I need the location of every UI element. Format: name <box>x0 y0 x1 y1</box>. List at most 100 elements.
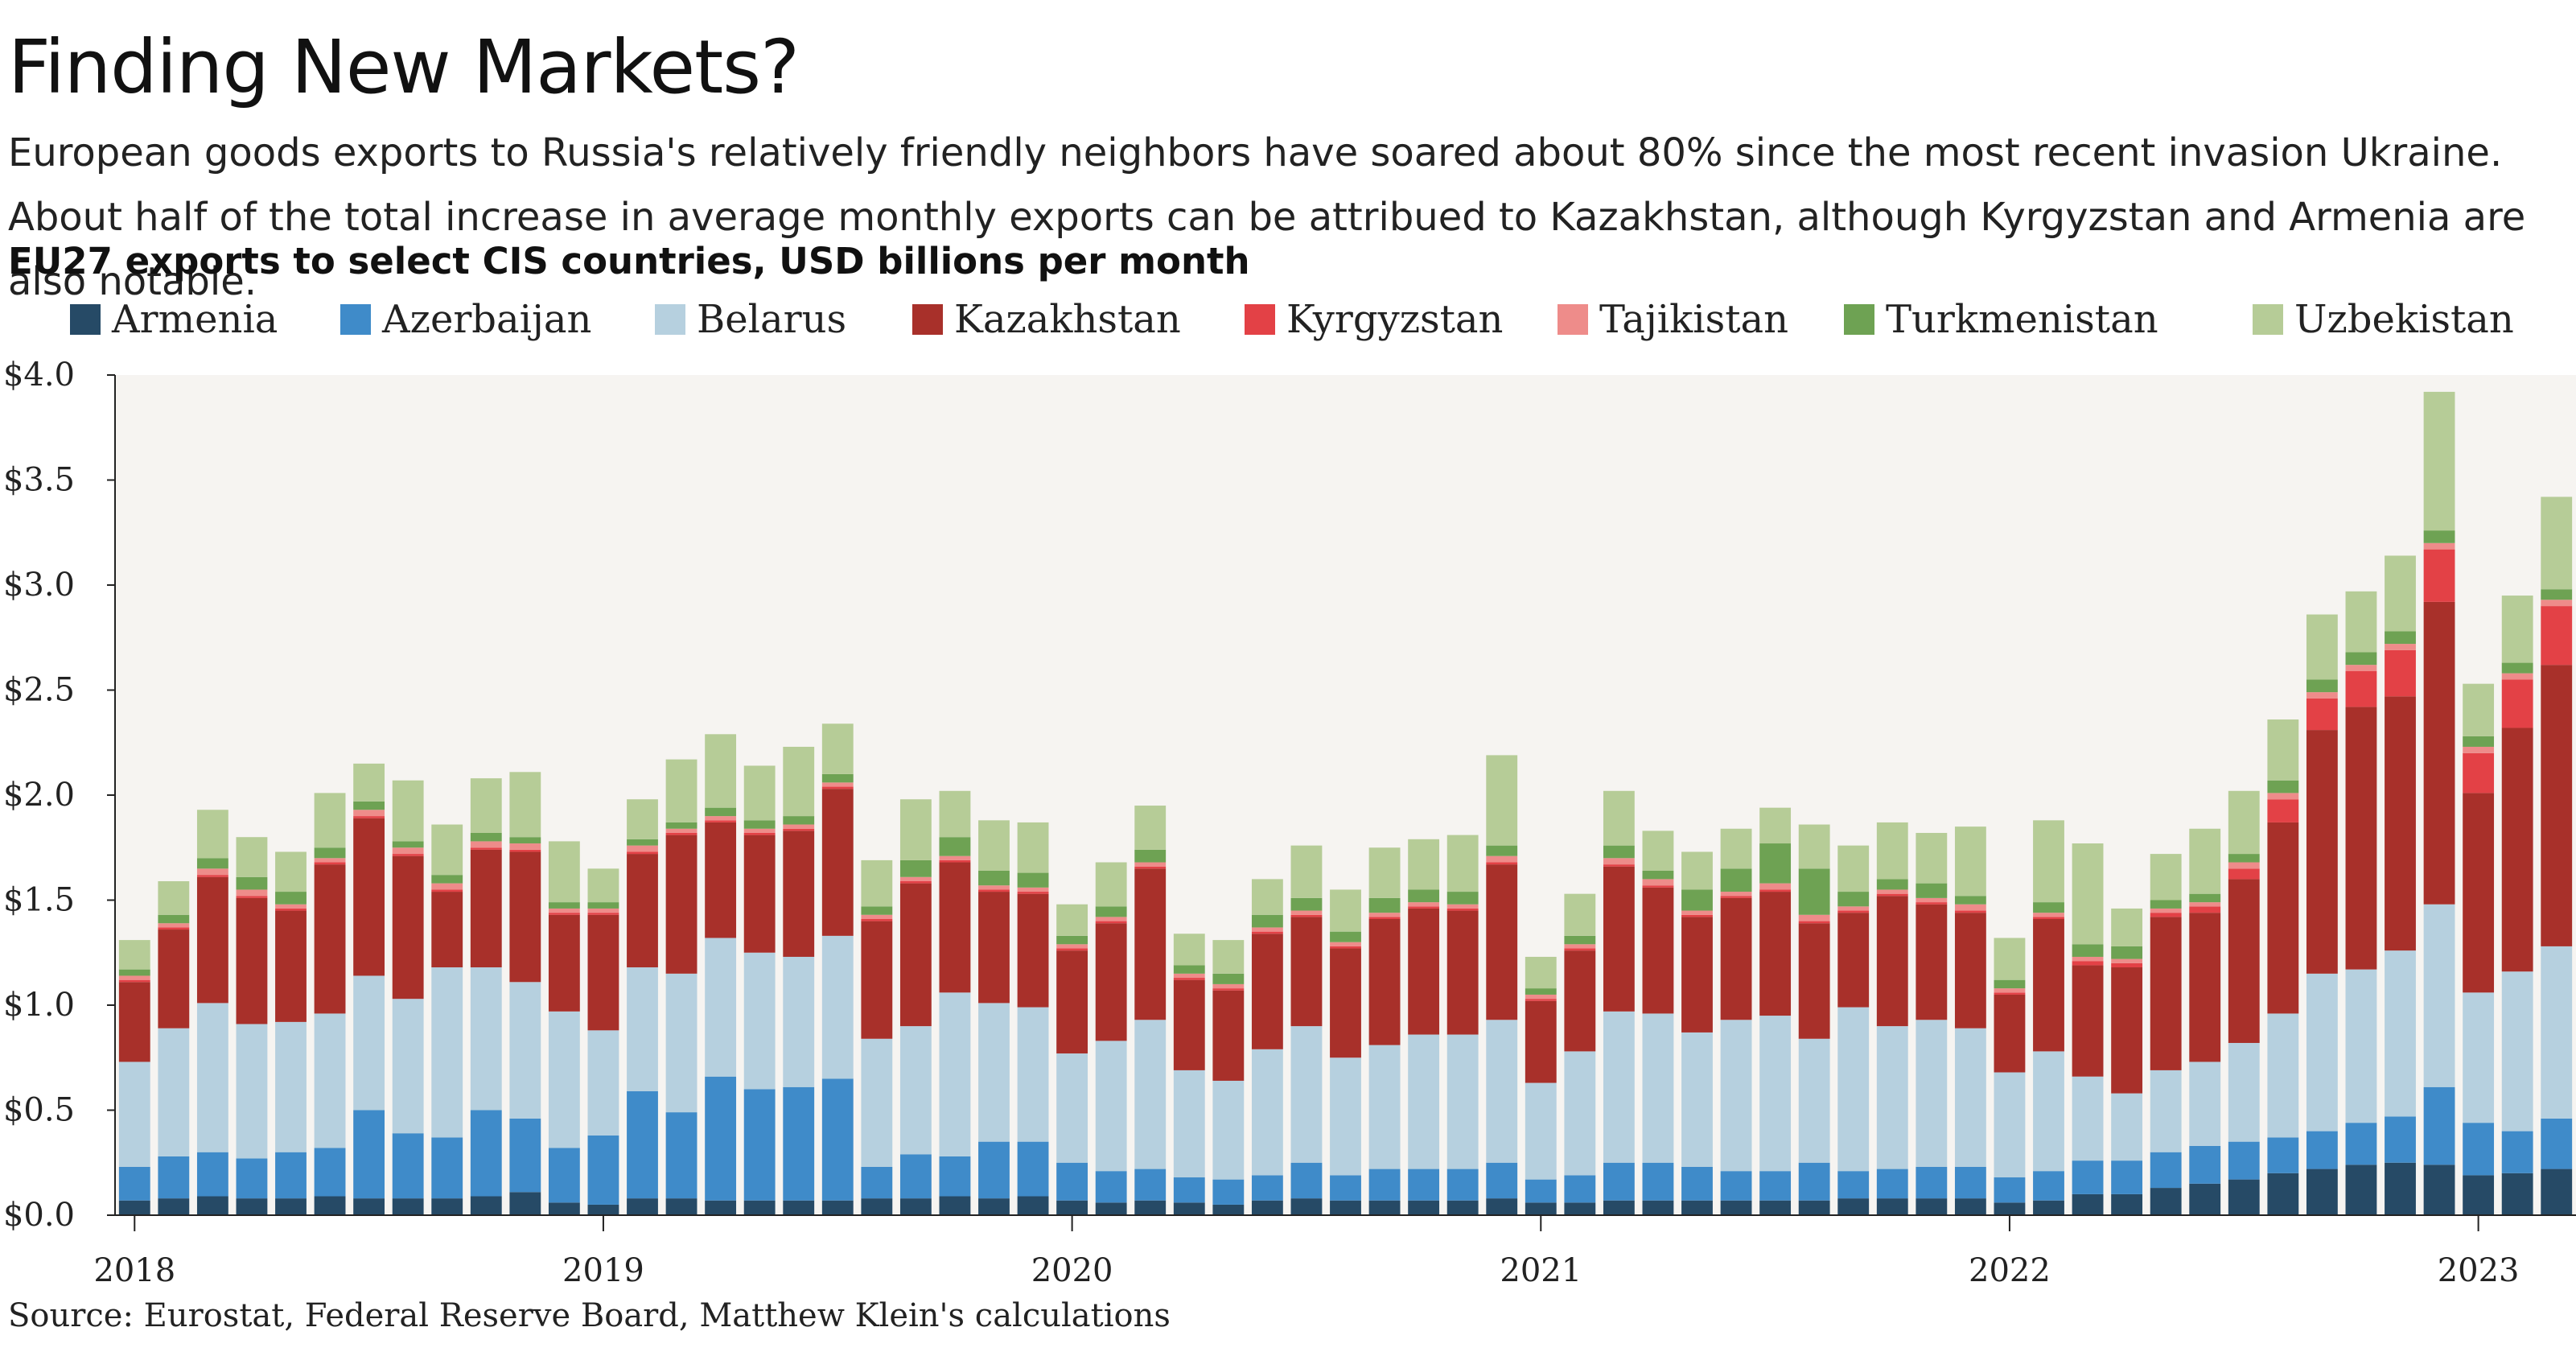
bar-segment-uzbekistan-2023-02 <box>2501 596 2533 663</box>
bar-segment-kyrgyzstan-2021-12 <box>1954 910 1986 913</box>
bar-segment-azerbaijan-2021-03 <box>1603 1162 1635 1201</box>
bar-segment-tajikistan-2022-01 <box>1994 988 2026 993</box>
bar-segment-tajikistan-2018-08 <box>392 847 424 855</box>
bar-segment-uzbekistan-2019-03 <box>665 759 697 822</box>
bar-segment-tajikistan-2018-05 <box>275 904 307 909</box>
legend-label-uzbekistan: Uzbekistan <box>2294 297 2514 342</box>
bar-segment-tajikistan-2023-01 <box>2463 746 2495 753</box>
bar-segment-armenia-2019-06 <box>783 1200 815 1215</box>
bar-segment-azerbaijan-2018-02 <box>158 1156 190 1199</box>
legend-label-azerbaijan: Azerbaijan <box>382 297 592 342</box>
bar-segment-kyrgyzstan-2021-02 <box>1564 948 1596 951</box>
bar-segment-uzbekistan-2020-03 <box>1134 806 1167 850</box>
bar-segment-turkmenistan-2021-11 <box>1916 883 1948 898</box>
bar-segment-kyrgyzstan-2022-11 <box>2385 649 2416 697</box>
bar-segment-kyrgyzstan-2018-04 <box>236 896 268 898</box>
bar-segment-uzbekistan-2019-04 <box>705 734 737 808</box>
bar-segment-azerbaijan-2022-02 <box>2033 1171 2064 1201</box>
bar-segment-azerbaijan-2020-11 <box>1446 1169 1479 1201</box>
bar-segment-azerbaijan-2018-07 <box>353 1110 385 1199</box>
bar-segment-kazakhstan-2020-07 <box>1290 917 1323 1027</box>
bar-segment-armenia-2019-02 <box>627 1198 658 1215</box>
bar-segment-uzbekistan-2021-04 <box>1642 831 1674 871</box>
bar-segment-uzbekistan-2022-10 <box>2345 591 2377 653</box>
bar-segment-azerbaijan-2023-02 <box>2501 1131 2533 1173</box>
legend-label-tajikistan: Tajikistan <box>1599 297 1789 342</box>
y-tick-label: $1.5 <box>3 882 75 919</box>
bar-segment-kazakhstan-2020-10 <box>1408 908 1440 1035</box>
bar-segment-tajikistan-2018-04 <box>236 889 268 897</box>
bar-segment-azerbaijan-2022-09 <box>2306 1131 2338 1169</box>
bar-segment-armenia-2020-12 <box>1486 1198 1518 1215</box>
bar-segment-azerbaijan-2021-01 <box>1525 1179 1557 1203</box>
bar-segment-azerbaijan-2021-11 <box>1916 1166 1948 1199</box>
bar-segment-tajikistan-2019-03 <box>665 828 697 833</box>
bar-segment-turkmenistan-2020-02 <box>1095 906 1127 917</box>
bar-segment-uzbekistan-2018-05 <box>275 851 307 892</box>
bar-segment-kyrgyzstan-2018-07 <box>353 816 385 818</box>
bar-segment-uzbekistan-2022-12 <box>2423 391 2455 531</box>
bar-segment-belarus-2022-11 <box>2385 950 2416 1117</box>
bar-segment-belarus-2020-08 <box>1330 1057 1361 1176</box>
bar-segment-azerbaijan-2018-12 <box>548 1148 580 1203</box>
legend-item-kyrgyzstan: Kyrgyzstan <box>1245 291 1503 348</box>
bar-segment-armenia-2020-02 <box>1095 1202 1127 1215</box>
bar-segment-turkmenistan-2019-03 <box>665 822 697 829</box>
bar-segment-kyrgyzstan-2019-10 <box>939 859 971 863</box>
bar-segment-uzbekistan-2020-06 <box>1251 879 1283 915</box>
bar-segment-uzbekistan-2020-10 <box>1408 839 1440 890</box>
bar-segment-belarus-2020-04 <box>1173 1070 1205 1178</box>
bar-segment-turkmenistan-2021-08 <box>1798 868 1830 915</box>
bar-segment-armenia-2018-08 <box>392 1198 424 1215</box>
bar-segment-uzbekistan-2021-09 <box>1837 845 1870 892</box>
bar-segment-turkmenistan-2020-11 <box>1446 892 1479 905</box>
bar-segment-kazakhstan-2020-05 <box>1212 990 1245 1081</box>
bar-segment-tajikistan-2022-08 <box>2267 793 2299 800</box>
bar-segment-azerbaijan-2022-07 <box>2228 1141 2260 1180</box>
bar-segment-azerbaijan-2022-11 <box>2385 1116 2416 1163</box>
bar-segment-belarus-2018-12 <box>548 1011 580 1148</box>
bar-segment-kyrgyzstan-2022-06 <box>2189 906 2221 913</box>
bar-segment-uzbekistan-2022-03 <box>2072 843 2104 945</box>
bar-segment-belarus-2019-11 <box>978 1003 1010 1142</box>
bar-segment-armenia-2022-11 <box>2385 1162 2416 1215</box>
bar-segment-tajikistan-2022-05 <box>2150 908 2182 913</box>
bar-segment-kazakhstan-2019-03 <box>665 835 697 974</box>
bar-segment-uzbekistan-2021-11 <box>1916 832 1948 884</box>
bar-segment-azerbaijan-2020-10 <box>1408 1169 1440 1201</box>
bar-segment-kazakhstan-2022-11 <box>2385 696 2416 951</box>
bar-segment-kyrgyzstan-2018-01 <box>118 979 150 983</box>
bar-segment-kyrgyzstan-2019-04 <box>705 820 737 822</box>
y-tick-label: $2.5 <box>3 672 75 709</box>
bar-segment-belarus-2019-10 <box>939 992 971 1156</box>
bar-segment-azerbaijan-2019-12 <box>1017 1141 1049 1197</box>
bar-segment-armenia-2023-02 <box>2501 1173 2533 1215</box>
bar-segment-kazakhstan-2020-11 <box>1446 910 1479 1035</box>
bar-segment-turkmenistan-2020-05 <box>1212 973 1245 984</box>
bar-segment-kazakhstan-2022-10 <box>2345 707 2377 970</box>
legend-label-kazakhstan: Kazakhstan <box>954 297 1181 342</box>
bar-segment-kyrgyzstan-2022-03 <box>2072 961 2104 966</box>
bar-segment-armenia-2020-05 <box>1212 1204 1245 1215</box>
legend-item-azerbaijan: Azerbaijan <box>340 291 591 348</box>
bar-segment-azerbaijan-2018-05 <box>275 1152 307 1199</box>
bar-segment-kyrgyzstan-2020-09 <box>1368 917 1401 919</box>
bar-segment-uzbekistan-2021-10 <box>1876 822 1908 880</box>
bar-segment-azerbaijan-2020-07 <box>1290 1162 1323 1199</box>
bar-segment-kazakhstan-2021-01 <box>1525 1000 1557 1083</box>
bar-segment-azerbaijan-2020-08 <box>1330 1175 1361 1201</box>
bar-segment-turkmenistan-2019-09 <box>899 859 932 877</box>
bar-segment-belarus-2020-01 <box>1056 1053 1088 1163</box>
bar-segment-kazakhstan-2022-05 <box>2150 917 2182 1070</box>
bar-segment-armenia-2019-08 <box>861 1198 893 1215</box>
bar-segment-belarus-2020-02 <box>1095 1041 1127 1172</box>
bar-segment-turkmenistan-2023-03 <box>2541 589 2573 600</box>
bar-segment-kazakhstan-2021-09 <box>1837 913 1870 1008</box>
bar-segment-armenia-2018-05 <box>275 1198 307 1215</box>
bar-segment-uzbekistan-2019-11 <box>978 820 1010 871</box>
bar-segment-belarus-2018-01 <box>118 1061 150 1167</box>
bar-segment-tajikistan-2022-10 <box>2345 665 2377 672</box>
bar-segment-armenia-2021-08 <box>1798 1200 1830 1215</box>
bar-segment-belarus-2020-05 <box>1212 1080 1245 1180</box>
bar-segment-belarus-2019-07 <box>821 935 854 1079</box>
